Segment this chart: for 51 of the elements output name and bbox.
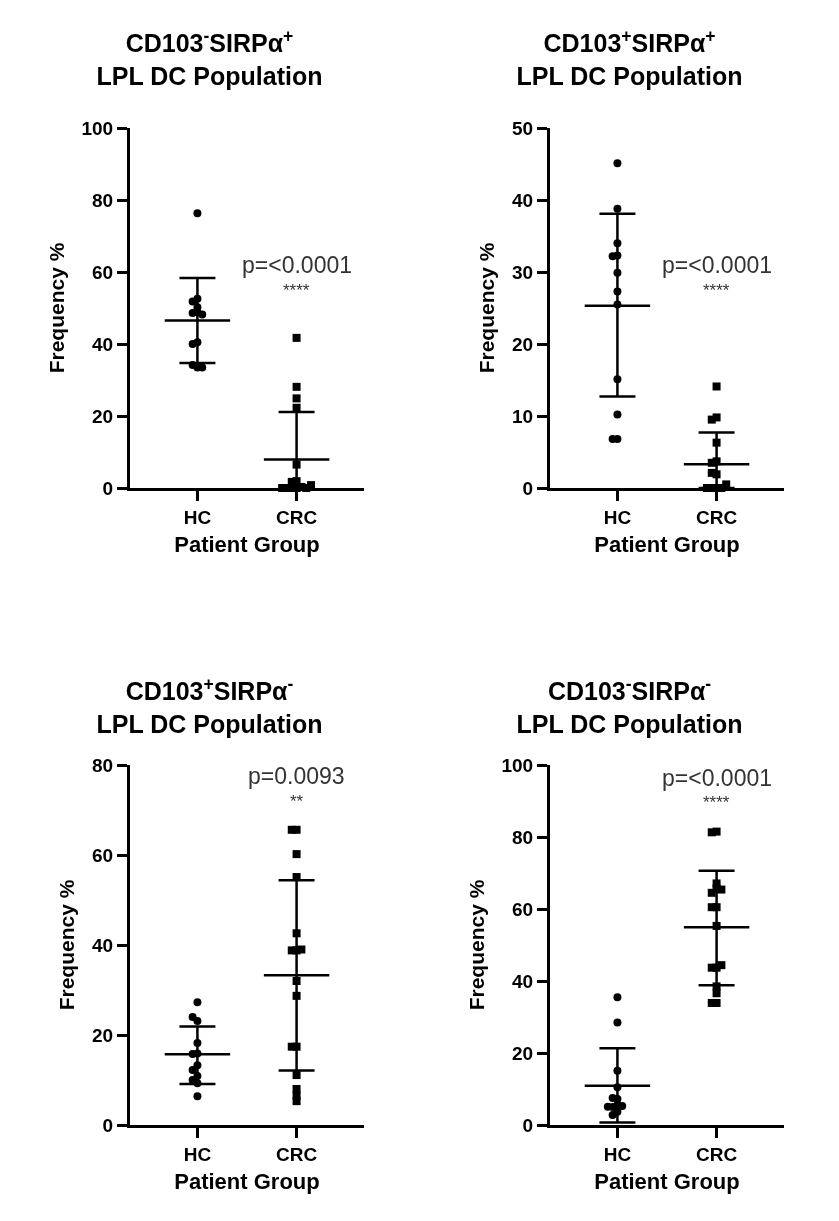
- annotation: ****: [703, 793, 730, 812]
- y-axis-title: Frequency %: [44, 242, 68, 374]
- y-tick-label: 80: [92, 189, 114, 211]
- y-tick-label: 10: [512, 405, 534, 427]
- y-tick-label: 40: [512, 189, 534, 211]
- annotation: ****: [283, 281, 310, 300]
- y-tick-label: 30: [512, 261, 534, 283]
- x-tick-label: CRC: [695, 1143, 738, 1165]
- y-tick-label: 20: [92, 1024, 114, 1046]
- y-axis-title: Frequency %: [55, 879, 79, 1011]
- chart-title: CD103$^{+}$SIRPα$^{+}$ LPL DC Population: [516, 25, 743, 90]
- annotation: p=<0.0001: [662, 252, 773, 278]
- x-tick-label: HC: [183, 506, 212, 528]
- x-axis-title: Patient Group: [594, 531, 740, 557]
- y-axis-title: Frequency %: [464, 879, 488, 1011]
- y-tick-label: 20: [92, 405, 114, 427]
- y-tick-label: 60: [92, 844, 114, 866]
- y-tick-label: 80: [92, 754, 114, 776]
- y-tick-label: 50: [512, 117, 534, 139]
- y-tick-label: 60: [512, 898, 534, 920]
- annotation: **: [290, 792, 304, 811]
- x-tick-label: HC: [603, 506, 632, 528]
- y-tick-label: 20: [512, 1042, 534, 1064]
- y-tick-label: 0: [102, 1114, 114, 1136]
- y-tick-label: 100: [501, 754, 534, 776]
- y-tick-label: 0: [102, 477, 114, 499]
- chart-title: CD103$^{-}$SIRPα$^{+}$ LPL DC Population: [96, 25, 323, 90]
- y-tick-label: 80: [512, 826, 534, 848]
- y-tick-label: 40: [92, 333, 114, 355]
- y-axis-title: Frequency %: [475, 242, 499, 374]
- x-tick-label: HC: [183, 1143, 212, 1165]
- chart-title: CD103$^{-}$SIRPα$^{-}$ LPL DC Population: [516, 673, 743, 738]
- x-tick-label: HC: [603, 1143, 632, 1165]
- y-tick-label: 100: [81, 117, 114, 139]
- x-tick-label: CRC: [275, 506, 318, 528]
- annotation: p=<0.0001: [242, 252, 353, 278]
- y-tick-label: 20: [512, 333, 534, 355]
- y-tick-label: 60: [92, 261, 114, 283]
- x-tick-label: CRC: [695, 506, 738, 528]
- x-axis-title: Patient Group: [174, 531, 320, 557]
- x-axis-title: Patient Group: [174, 1168, 320, 1194]
- annotation: p=<0.0001: [662, 765, 773, 791]
- annotation: p=0.0093: [248, 763, 345, 789]
- x-axis-title: Patient Group: [594, 1168, 740, 1194]
- annotation: ****: [703, 281, 730, 300]
- chart-title: CD103$^{+}$SIRPα$^{-}$ LPL DC Population: [96, 673, 323, 738]
- y-tick-label: 40: [92, 934, 114, 956]
- y-tick-label: 0: [522, 1114, 534, 1136]
- x-tick-label: CRC: [275, 1143, 318, 1165]
- y-tick-label: 0: [522, 477, 534, 499]
- y-tick-label: 40: [512, 970, 534, 992]
